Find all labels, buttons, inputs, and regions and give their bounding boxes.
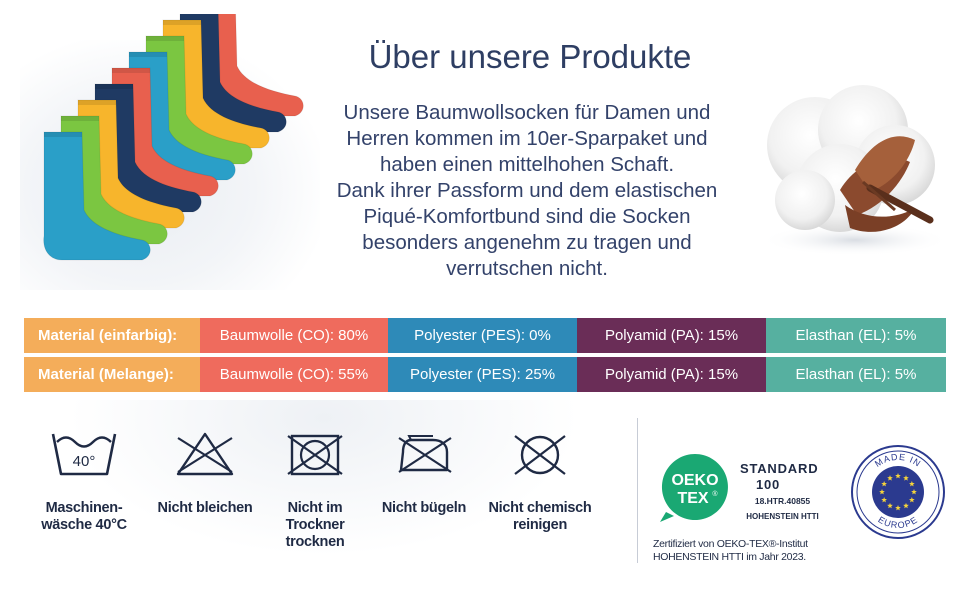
socks-illustration: [43, 14, 304, 261]
no-dry-clean-icon: [514, 435, 566, 475]
oeko-standard: STANDARD: [740, 461, 819, 476]
material-elastane: Elasthan (EL): 5%: [766, 318, 946, 353]
care-background: [24, 400, 624, 580]
care-label-line: Maschinen-: [45, 500, 123, 516]
oeko-certification-note: Zertifiziert von OEKO-TEX®-Institut HOHE…: [653, 538, 833, 564]
care-label-line: Nicht bügeln: [381, 500, 467, 516]
care-label: Nicht chemisch reinigen: [486, 500, 594, 534]
care-item-dryer: Nicht im Trockner trocknen: [270, 428, 360, 551]
material-polyester: Polyester (PES): 25%: [388, 357, 577, 392]
care-label-line: Nicht im: [287, 500, 343, 516]
intro-line: besonders angenehm zu tragen und: [362, 231, 692, 254]
care-item-iron: Nicht bügeln: [372, 428, 476, 517]
material-table: Material (einfarbig): Baumwolle (CO): 80…: [24, 318, 946, 396]
material-row-solid: Material (einfarbig): Baumwolle (CO): 80…: [24, 318, 946, 353]
care-item-wash: 40° Maschinen- wäsche 40°C: [36, 428, 132, 534]
oeko-note-line: HOHENSTEIN HTTI im Jahr 2023.: [653, 551, 806, 563]
intro-line: haben einen mittelhohen Schaft.: [379, 153, 675, 176]
material-polyamide: Polyamid (PA): 15%: [577, 357, 766, 392]
care-label-line: wäsche 40°C: [41, 517, 127, 533]
wash-40-icon: 40°: [51, 433, 117, 476]
care-label: Nicht bleichen: [155, 500, 255, 517]
made-in-europe-seal: MADE IN EUROPE: [851, 445, 945, 539]
no-iron-icon: [398, 435, 452, 473]
material-elastane: Elasthan (EL): 5%: [766, 357, 946, 392]
star-icon: [911, 489, 917, 495]
oeko-standard-number: 100: [755, 477, 781, 492]
intro-line: verrutschen nicht.: [446, 257, 608, 280]
care-label-line: reinigen: [513, 517, 567, 533]
care-label-line: Trockner: [285, 517, 345, 533]
care-item-bleach: Nicht bleichen: [155, 428, 255, 517]
material-label: Material (einfarbig):: [24, 318, 200, 353]
intro-line: Dank ihrer Passform und dem elastischen: [336, 179, 718, 202]
star-icon: [881, 481, 887, 487]
material-polyamide: Polyamid (PA): 15%: [577, 318, 766, 353]
cotton-boll-image: [760, 85, 950, 256]
svg-text:OEKO: OEKO: [671, 472, 718, 489]
star-icon: [909, 481, 915, 487]
star-icon: [903, 502, 909, 509]
star-icon: [879, 489, 885, 495]
care-label-line: trocknen: [285, 534, 345, 550]
care-label: Nicht bügeln: [372, 500, 476, 517]
material-row-melange: Material (Melange): Baumwolle (CO): 55% …: [24, 357, 946, 392]
care-item-dryclean: Nicht chemisch reinigen: [486, 428, 594, 534]
material-polyester: Polyester (PES): 0%: [388, 318, 577, 353]
material-label: Material (Melange):: [24, 357, 200, 392]
sock: [43, 131, 151, 261]
care-label: Nicht im Trockner trocknen: [270, 500, 360, 551]
care-label-line: Nicht chemisch: [488, 500, 592, 516]
intro-line: Unsere Baumwollsocken für Damen und: [343, 101, 711, 124]
intro-line: Herren kommen im 10er-Sparpaket und: [346, 127, 708, 150]
no-bleach-icon: [176, 432, 234, 476]
intro-text: Unsere Baumwollsocken für Damen und Herr…: [322, 100, 732, 282]
svg-text:40°: 40°: [73, 453, 96, 470]
material-cotton: Baumwolle (CO): 80%: [200, 318, 388, 353]
oeko-code: 18.HTR.40855: [754, 496, 811, 506]
oeko-tex-logo: OEKO TEX ®: [660, 454, 728, 522]
svg-text:TEX: TEX: [677, 490, 708, 507]
star-icon: [895, 505, 901, 511]
care-label: Maschinen- wäsche 40°C: [36, 500, 132, 534]
intro-line: Piqué-Komfortbund sind die Socken: [363, 205, 691, 228]
svg-text:®: ®: [712, 490, 718, 498]
star-icon: [909, 497, 915, 503]
page-title: Über unsere Produkte: [368, 38, 692, 75]
no-tumble-dry-icon: [287, 434, 343, 476]
star-icon: [887, 475, 893, 481]
oeko-note-line: Zertifiziert von OEKO-TEX®-Institut: [653, 538, 808, 550]
material-cotton: Baumwolle (CO): 55%: [200, 357, 388, 392]
svg-text:EUROPE: EUROPE: [876, 514, 919, 530]
star-icon: [887, 502, 893, 509]
care-label-line: Nicht bleichen: [157, 500, 253, 516]
section-divider: [637, 418, 638, 563]
star-icon: [903, 475, 909, 481]
star-icon: [895, 473, 901, 479]
star-icon: [881, 497, 887, 503]
eu-stars: [879, 473, 917, 511]
oeko-institute: HOHENSTEIN HTTI: [746, 512, 819, 521]
